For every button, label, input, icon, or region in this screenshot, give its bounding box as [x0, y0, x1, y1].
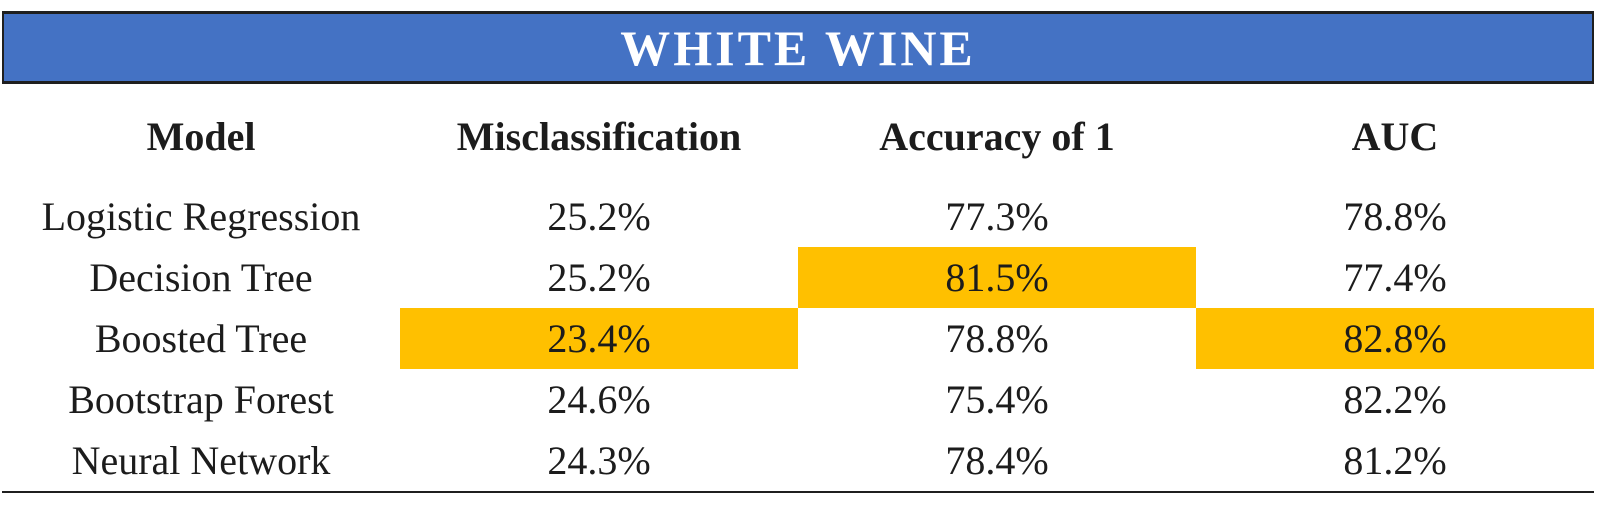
table-cell: 78.8%	[945, 316, 1049, 361]
page-title: WHITE WINE	[620, 19, 976, 76]
table-bottom-rule	[2, 491, 1594, 493]
table-cell: 77.4%	[1343, 255, 1447, 300]
column-header-model: Model	[146, 113, 256, 159]
table-cell: 78.8%	[1343, 194, 1447, 239]
table-cell: 75.4%	[945, 377, 1049, 422]
table-title-bar: WHITE WINE	[2, 11, 1594, 84]
table-cell: 82.2%	[1343, 377, 1447, 422]
table-cell: 77.3%	[945, 194, 1049, 239]
table-cell-highlighted: 23.4%	[400, 308, 798, 369]
column-header-misclassification: Misclassification	[456, 113, 742, 159]
row-label: Boosted Tree	[94, 316, 308, 361]
table-cell: 24.6%	[547, 377, 651, 422]
column-header-accuracy-of-1: Accuracy of 1	[879, 113, 1115, 159]
table-cell-highlighted: 81.5%	[798, 247, 1196, 308]
column-header-auc: AUC	[1351, 113, 1439, 159]
table-cell: 25.2%	[547, 194, 651, 239]
row-label: Decision Tree	[89, 255, 313, 300]
table-cell: 24.3%	[547, 438, 651, 483]
row-label: Neural Network	[71, 438, 331, 483]
table-cell: 81.2%	[1343, 438, 1447, 483]
table-cell: 25.2%	[547, 255, 651, 300]
table-cell-highlighted: 82.8%	[1196, 308, 1594, 369]
row-label: Logistic Regression	[41, 194, 361, 239]
row-label: Bootstrap Forest	[68, 377, 334, 422]
results-table: Model Misclassification Accuracy of 1 AU…	[2, 86, 1594, 491]
table-cell: 78.4%	[945, 438, 1049, 483]
